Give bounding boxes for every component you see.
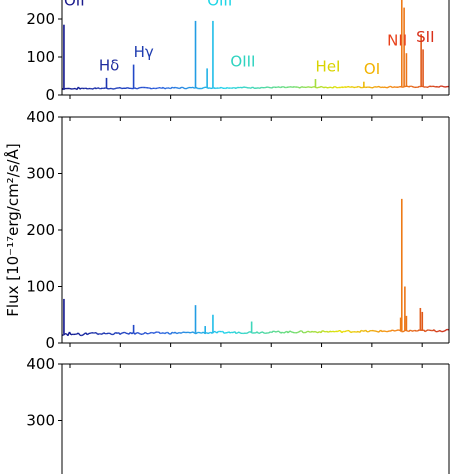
line-annotation: NII [387,32,407,50]
bottom-panel: 300 400 [26,355,450,474]
y-tick-label: 0 [45,86,55,104]
y-tick-label: 300 [26,412,55,430]
y-tick-label: 200 [26,10,55,28]
line-annotation: OII [64,0,85,10]
line-annotation: Hγ [134,43,154,61]
y-axis-label: Flux [10⁻¹⁷erg/cm²/s/Å] [3,143,22,316]
line-annotation: OIII [207,0,232,10]
y-tick-label: 200 [26,221,55,239]
line-annotation: Hδ [99,56,119,74]
spectrum-top [62,0,449,91]
spectrum-middle [62,198,449,337]
y-tick-label: 400 [26,108,55,126]
y-tick-label: 100 [26,278,55,296]
middle-panel: 0 100 200 300 400 [26,108,450,352]
top-panel: 0 100 200 OII Hδ Hγ OIII OIII HeI OI NII SII [26,0,450,104]
y-tick-label: 0 [45,334,55,352]
y-tick-label: 100 [26,48,55,66]
y-tick-label: 300 [26,165,55,183]
line-annotation: OIII [230,53,255,71]
line-annotation: OI [364,60,380,78]
line-annotation: SII [416,28,434,46]
y-tick-label: 400 [26,355,55,373]
line-annotation: HeI [316,57,341,75]
